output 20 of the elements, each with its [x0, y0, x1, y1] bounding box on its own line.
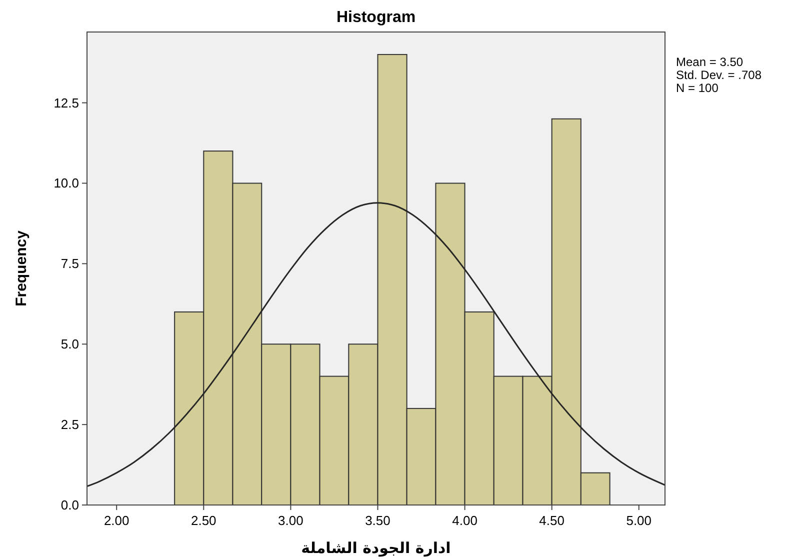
x-tick-label: 3.50: [365, 513, 390, 528]
y-tick-label: 2.5: [60, 417, 79, 432]
y-tick-label: 7.5: [60, 256, 79, 272]
y-tick-label: 12.5: [54, 95, 79, 110]
text: Mean = 3.50: [676, 55, 744, 69]
x-tick-label: 5.00: [626, 513, 652, 528]
text: Std. Dev. = .708: [676, 68, 762, 82]
y-tick-label: 5.0: [60, 336, 79, 352]
x-tick-label: 4.50: [539, 513, 564, 528]
x-axis-title: ادارة الجودة الشاملة: [301, 539, 451, 557]
x-tick-label: 4.00: [452, 513, 478, 528]
x-tick-label: 2.00: [104, 513, 130, 528]
y-tick-label: 10.0: [54, 176, 79, 191]
y-axis-title: Frequency: [13, 230, 30, 306]
line-series: [87, 202, 665, 488]
text: N = 100: [676, 81, 719, 95]
x-tick-label: 2.50: [190, 513, 216, 528]
x-tick-label: 3.00: [278, 513, 304, 528]
y-tick-label: 0.0: [60, 498, 79, 512]
chart-title: Histogram: [336, 9, 416, 26]
